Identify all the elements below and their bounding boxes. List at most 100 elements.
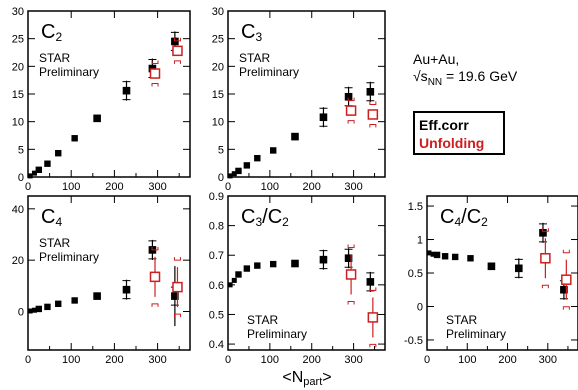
unfolding-point: [561, 274, 572, 285]
panel-title: C2: [41, 21, 62, 44]
y-tick-label: -0.5: [404, 335, 423, 347]
eff-sys-bracket: [122, 81, 131, 101]
legend-eff-corr: Eff.corr: [419, 117, 469, 133]
preliminary-label: Preliminary: [39, 250, 99, 264]
unf-sys-bracket: [369, 101, 377, 128]
unf-sys-bracket: [151, 60, 159, 87]
preliminary-label: Preliminary: [39, 65, 99, 79]
y-tick-label: 20: [12, 255, 24, 267]
x-tick-label: 0: [25, 181, 31, 193]
y-tick-label: 40: [12, 204, 24, 216]
eff-corr-point: [93, 292, 101, 300]
unf-sys-bracket: [173, 257, 181, 318]
x-tick-label: 100: [458, 354, 476, 366]
eff-corr-point: [366, 278, 375, 286]
eff-corr-point: [27, 173, 33, 179]
unfolding-point: [345, 105, 357, 116]
unf-sys-bracket: [562, 249, 570, 310]
unfolding-point: [172, 45, 183, 57]
eff-corr-point: [55, 300, 62, 307]
x-tick-label: 100: [261, 354, 279, 366]
y-tick-label: 0: [218, 172, 224, 184]
eff-sys-bracket: [514, 258, 523, 278]
eff-corr-point: [71, 135, 78, 142]
eff-corr-point: [243, 265, 251, 272]
panel-5: -0.500.511.50 100 200 300C4/C2STARPrelimina…: [404, 195, 578, 366]
eff-corr-point: [291, 132, 299, 141]
preliminary-label: STAR: [247, 313, 278, 327]
x-tick-label: 0: [25, 354, 31, 366]
panel-title: C3/C2: [241, 206, 289, 229]
x-tick-label: 200: [498, 354, 516, 366]
unfolding-point: [172, 281, 183, 293]
y-tick-label: 0.5: [209, 309, 224, 321]
x-tick-label: 300: [539, 354, 557, 366]
eff-corr-point: [430, 251, 436, 257]
unf-sys-bracket: [173, 37, 181, 64]
eff-corr-point: [171, 292, 179, 300]
panel-title: C3: [241, 21, 262, 44]
x-tick-label: 0: [424, 354, 430, 366]
y-tick-label: 0.6: [209, 280, 224, 292]
y-tick-label: 5: [18, 144, 24, 156]
eff-corr-point: [467, 255, 474, 262]
x-tick-label: 200: [105, 181, 123, 193]
eff-corr-point: [254, 262, 261, 269]
y-tick-label: 0.9: [209, 191, 224, 203]
x-tick-label: 100: [62, 181, 80, 193]
eff-corr-point: [122, 285, 131, 294]
y-tick-label: 0.8: [209, 221, 224, 233]
eff-corr-point: [344, 254, 353, 262]
legend-unfolding: Unfolding: [419, 135, 485, 151]
y-tick-label: 20: [12, 61, 24, 73]
eff-corr-point: [235, 167, 242, 175]
eff-corr-point: [55, 150, 62, 157]
y-tick-label: 30: [12, 6, 24, 18]
y-tick-label: 30: [212, 6, 224, 18]
eff-sys-bracket: [366, 82, 375, 102]
y-tick-label: 25: [212, 34, 224, 46]
y-tick-label: 1: [417, 235, 423, 247]
y-tick-label: 10: [212, 117, 224, 129]
panel-4: 0.4 0.5 0.6 0.7 0.8 0.9 0 100 200 300 C3/C2 STARPre…: [209, 191, 386, 366]
unfolding-point: [149, 68, 161, 79]
eff-corr-point: [27, 308, 33, 314]
unf-sys-bracket: [369, 287, 377, 348]
x-tick-label: 200: [105, 354, 123, 366]
eff-corr-point: [487, 262, 496, 271]
panel-title: C4: [41, 206, 62, 229]
eff-corr-point: [44, 160, 51, 167]
y-tick-label: 0: [18, 172, 24, 184]
eff-corr-point: [515, 264, 523, 273]
eff-corr-point: [227, 173, 233, 179]
eff-corr-point: [344, 92, 353, 101]
preliminary-label: Preliminary: [247, 327, 307, 341]
unf-sys-bracket: [347, 97, 355, 124]
eff-corr-point: [243, 162, 251, 169]
plot-frame: [27, 195, 191, 351]
x-tick-label: 100: [62, 354, 80, 366]
preliminary-label: Preliminary: [446, 327, 506, 341]
preliminary-label: STAR: [39, 51, 70, 65]
eff-corr-point: [93, 114, 101, 123]
x-tick-label: 300: [344, 354, 362, 366]
eff-sys-bracket: [319, 250, 328, 270]
eff-sys-bracket: [122, 280, 131, 300]
preliminary-label: STAR: [239, 51, 270, 65]
eff-corr-point: [231, 171, 237, 177]
collision-energy: √sNN = 19.6 GeV: [413, 68, 518, 88]
x-tick-label: 100: [261, 181, 279, 193]
eff-corr-point: [270, 260, 277, 268]
plot-frame: [227, 195, 386, 351]
y-tick-label: 0.4: [209, 339, 224, 351]
eff-corr-point: [441, 253, 449, 260]
eff-corr-point: [231, 277, 237, 283]
panel-title: C4/C2: [440, 206, 488, 229]
eff-corr-point: [291, 259, 299, 268]
collision-system: Au+Au,: [413, 51, 460, 67]
eff-corr-point: [44, 303, 51, 311]
y-tick-label: 0: [18, 307, 24, 319]
x-tick-label: 0: [225, 354, 231, 366]
eff-corr-point: [235, 271, 242, 278]
